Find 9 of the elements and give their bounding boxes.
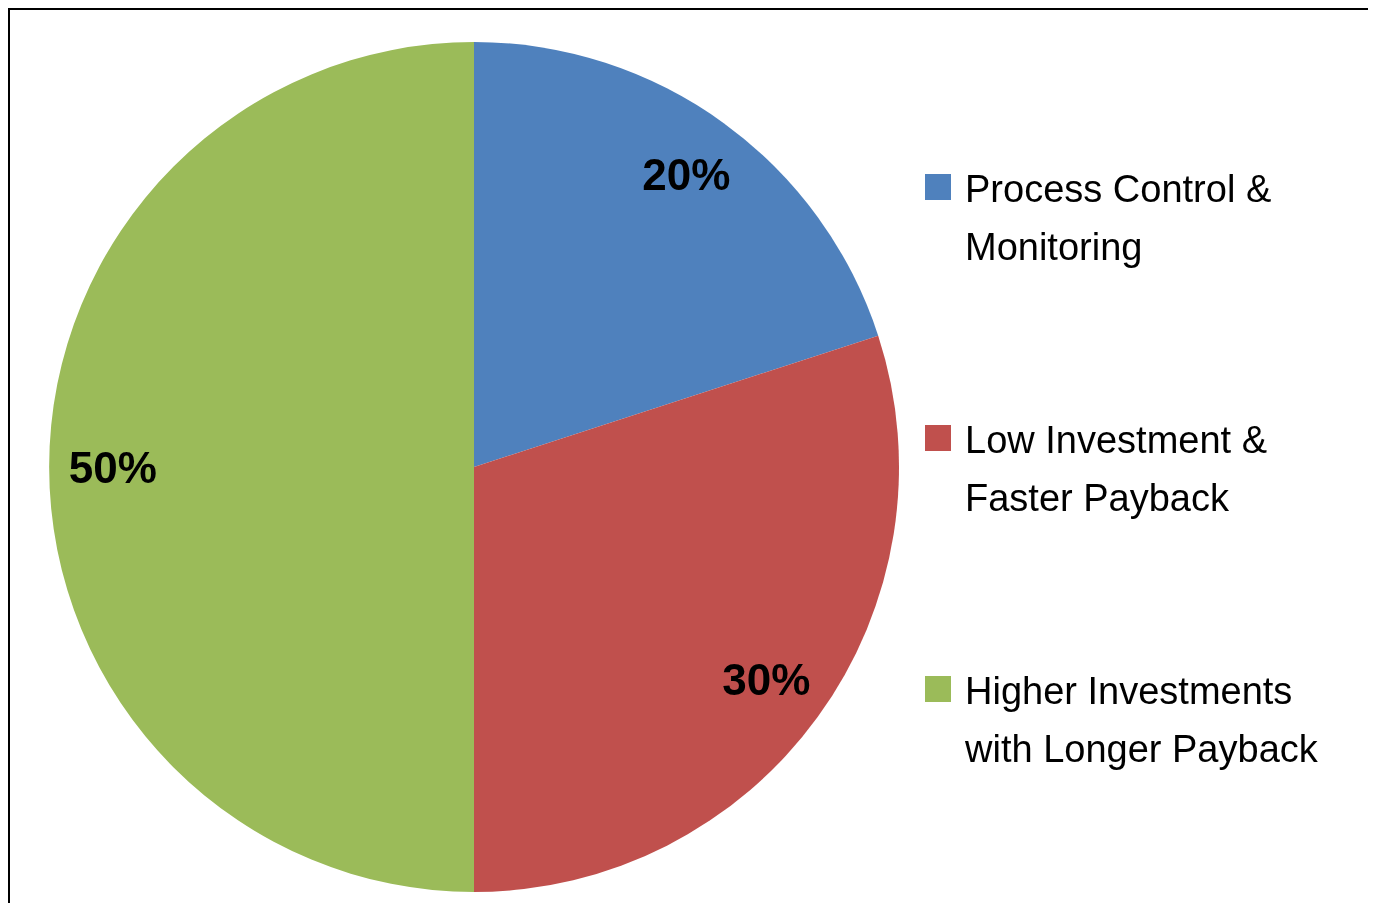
pie-slice	[49, 42, 474, 892]
legend-label: Higher Investments with Longer Payback	[965, 669, 1319, 772]
legend-label: Low Investment & Faster Payback	[965, 418, 1269, 521]
pie-slice	[474, 335, 899, 892]
data-label: 20%	[642, 150, 731, 200]
legend-label: Process Control & Monitoring	[965, 167, 1273, 270]
pie-slice	[474, 42, 879, 467]
data-label: 50%	[68, 442, 157, 492]
data-label: 30%	[722, 654, 811, 704]
